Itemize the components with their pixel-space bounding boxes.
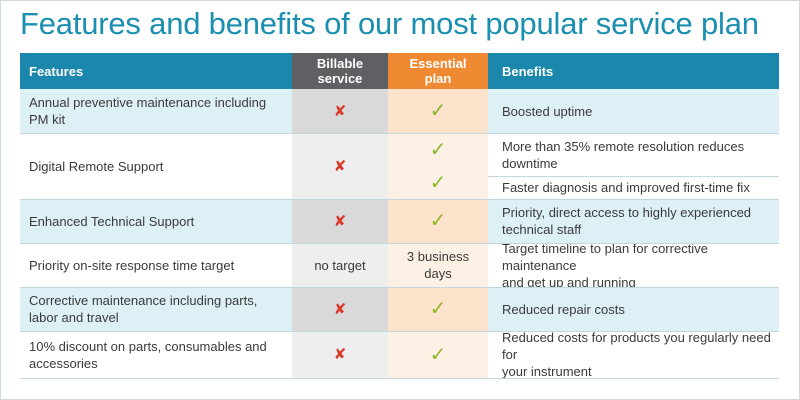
benefit-cell-3: Priority, direct access to highly experi… <box>488 199 779 243</box>
essential-header-line2: plan <box>424 71 452 86</box>
benefits-column: Benefits Boosted uptime More than 35% re… <box>488 53 779 386</box>
essential-header: Essential plan <box>388 53 488 89</box>
sub-row-divider <box>488 176 779 177</box>
service-plan-table: Features Annual preventive maintenance i… <box>20 53 779 386</box>
benefit-6-line1: Reduced costs for products you regularly… <box>502 330 771 362</box>
benefits-header: Benefits <box>488 53 779 89</box>
essential-days-line1: 3 business <box>406 249 470 264</box>
check-icon: ✓ <box>429 138 447 161</box>
feature-2-text: Digital Remote Support <box>29 158 164 174</box>
page-title: Features and benefits of our most popula… <box>20 6 759 41</box>
feature-cell-5: Corrective maintenance including parts, … <box>20 287 292 331</box>
cross-icon: ✘ <box>333 212 347 230</box>
essential-column: Essential plan ✓ ✓ ✓ ✓ 3 business days ✓… <box>388 53 488 386</box>
essential-cell-5: ✓ <box>388 287 488 331</box>
benefit-1-text: Boosted uptime <box>502 103 593 119</box>
check-icon: ✓ <box>429 171 447 194</box>
billable-cell-5: ✘ <box>292 287 388 331</box>
essential-cell-6: ✓ <box>388 331 488 378</box>
billable-cell-4: no target <box>292 243 388 287</box>
check-icon: ✓ <box>429 298 447 320</box>
cross-icon: ✘ <box>333 157 347 175</box>
feature-cell-1: Annual preventive maintenance including … <box>20 89 292 133</box>
benefit-2-line2: downtime <box>502 155 558 171</box>
check-icon: ✓ <box>429 343 447 366</box>
feature-cell-4: Priority on-site response time target <box>20 243 292 287</box>
features-header: Features <box>20 53 292 89</box>
row-divider <box>20 378 779 379</box>
billable-cell-1: ✘ <box>292 89 388 133</box>
billable-header: Billable service <box>292 53 388 89</box>
essential-cell-4: 3 business days <box>388 243 488 287</box>
row-divider <box>20 331 779 332</box>
benefit-cell-2a: More than 35% remote resolution reduces … <box>488 133 779 176</box>
check-icon: ✓ <box>429 100 447 122</box>
essential-days-line2: days <box>424 266 452 281</box>
feature-5-line1: Corrective maintenance including parts, <box>29 293 258 308</box>
billable-cell-3: ✘ <box>292 199 388 243</box>
feature-1-line1: Annual preventive maintenance including <box>29 95 267 110</box>
feature-6-line1: 10% discount on parts, consumables and <box>29 338 267 354</box>
benefit-4-line1: Target timeline to plan for corrective m… <box>502 240 708 273</box>
billable-cell-2: ✘ <box>292 133 388 199</box>
benefit-cell-5: Reduced repair costs <box>488 287 779 331</box>
benefit-cell-1: Boosted uptime <box>488 89 779 133</box>
benefit-3-line2: technical staff <box>502 222 582 237</box>
feature-6-line2: accessories <box>29 355 98 371</box>
benefit-cell-2b: Faster diagnosis and improved first-time… <box>488 176 779 199</box>
benefit-cell-4: Target timeline to plan for corrective m… <box>488 240 779 290</box>
benefit-2-line1: More than 35% remote resolution reduces <box>502 138 745 154</box>
feature-cell-6: 10% discount on parts, consumables and a… <box>20 331 292 378</box>
billable-no-target: no target <box>314 257 366 273</box>
row-divider <box>20 133 779 134</box>
feature-1-line2: PM kit <box>29 112 66 127</box>
row-divider <box>20 287 779 288</box>
benefit-3-line1: Priority, direct access to highly experi… <box>502 205 752 220</box>
essential-header-line1: Essential <box>409 56 467 71</box>
row-divider <box>20 199 779 200</box>
feature-3-text: Enhanced Technical Support <box>29 213 195 229</box>
essential-cell-2b: ✓ <box>388 166 488 199</box>
billable-column: Billable service ✘ ✘ ✘ no target ✘ ✘ <box>292 53 388 386</box>
features-column: Features Annual preventive maintenance i… <box>20 53 292 386</box>
essential-cell-3: ✓ <box>388 199 488 243</box>
benefit-5-text: Reduced repair costs <box>502 301 625 317</box>
essential-cell-1: ✓ <box>388 89 488 133</box>
billable-cell-6: ✘ <box>292 331 388 378</box>
check-icon: ✓ <box>429 210 447 232</box>
billable-header-line1: Billable <box>316 56 364 71</box>
feature-cell-3: Enhanced Technical Support <box>20 199 292 243</box>
feature-cell-2: Digital Remote Support <box>20 133 292 199</box>
feature-5-line2: labor and travel <box>29 310 119 325</box>
billable-header-line2: service <box>317 71 363 86</box>
cross-icon: ✘ <box>333 346 347 363</box>
essential-cell-2a: ✓ <box>388 133 488 166</box>
benefit-cell-6: Reduced costs for products you regularly… <box>488 330 779 379</box>
benefit-2b-text: Faster diagnosis and improved first-time… <box>502 180 750 195</box>
cross-icon: ✘ <box>333 102 347 120</box>
row-divider <box>20 243 779 244</box>
benefit-6-line2: your instrument <box>502 364 592 379</box>
feature-4-text: Priority on-site response time target <box>29 257 235 273</box>
cross-icon: ✘ <box>333 300 347 318</box>
benefit-4-line2: and get up and running <box>502 274 636 290</box>
